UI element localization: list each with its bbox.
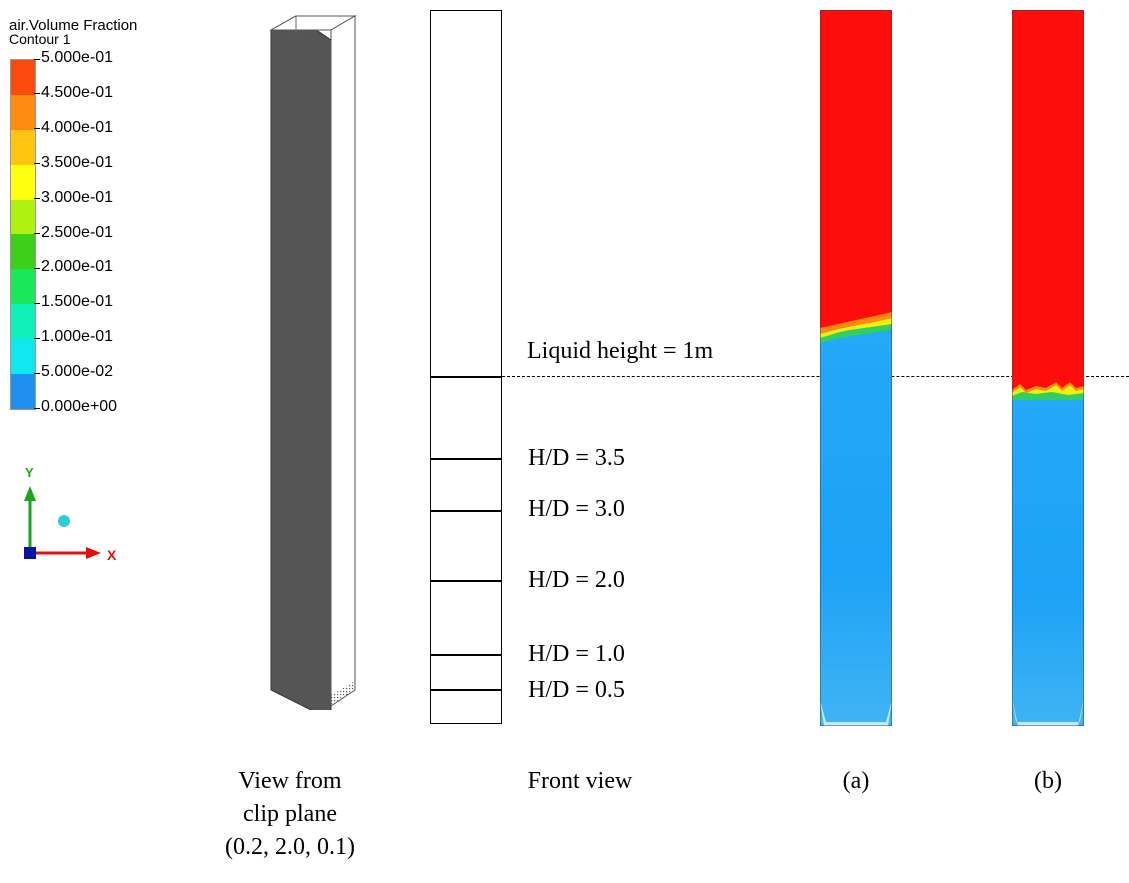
liquid-region (820, 328, 892, 726)
front-view-column (430, 10, 502, 724)
legend-tick-mark (34, 198, 40, 200)
column-right-face (330, 15, 356, 707)
legend-tick-label: 3.500e-01 (41, 153, 114, 171)
bottom-disturbance (820, 700, 892, 726)
legend-tick-mark (34, 58, 40, 60)
y-axis-label: Y (25, 465, 34, 480)
legend-title: air.Volume Fraction (9, 17, 138, 34)
level-line-3-0 (430, 510, 502, 512)
legend-color-band (11, 374, 35, 409)
origin-sphere (58, 515, 70, 527)
interface-green (1012, 392, 1084, 400)
legend-tick-mark (34, 302, 40, 304)
clip-plane-view (269, 15, 357, 710)
caption-clip-line1: View from (238, 768, 342, 794)
legend-tick-label: 5.000e-01 (41, 49, 114, 66)
legend-tick-mark (34, 267, 40, 269)
legend-tick-label: 1.500e-01 (41, 293, 114, 311)
caption-a: (a) (842, 768, 870, 794)
liquid-height-label: Liquid height = 1m (527, 338, 714, 364)
level-label-1-0: H/D = 1.0 (528, 641, 625, 667)
level-label-0-5: H/D = 0.5 (528, 677, 625, 703)
legend-tick-mark (34, 337, 40, 339)
liquid-height-dashed-line (502, 376, 1129, 377)
interface-yellow (820, 318, 892, 338)
level-label-2-0: H/D = 2.0 (528, 567, 625, 593)
legend-tick-mark (34, 372, 40, 374)
legend-color-band (11, 339, 35, 375)
x-axis-arrowhead (86, 547, 101, 559)
air-region (1012, 10, 1084, 395)
legend-tick-label: 5.000e-02 (41, 363, 114, 381)
interface-orange (820, 312, 892, 334)
level-line-1-0 (430, 654, 502, 656)
legend-color-band (11, 94, 35, 130)
air-region (820, 10, 892, 340)
level-label-3-0: H/D = 3.0 (528, 496, 625, 522)
column-base-mesh (331, 681, 355, 706)
liquid-height-solid-line (430, 376, 502, 378)
level-line-0-5 (430, 689, 502, 691)
liquid-region (1012, 394, 1084, 726)
legend-tick-label: 1.000e-01 (41, 328, 114, 346)
legend-tick-mark (34, 163, 40, 165)
y-axis-arrowhead (24, 486, 36, 501)
legend-color-band (11, 234, 35, 270)
legend-color-band (11, 269, 35, 305)
legend-color-band (11, 304, 35, 340)
legend-tick-label: 2.500e-01 (41, 223, 114, 241)
x-axis-label: X (107, 547, 117, 563)
caption-front-view: Front view (527, 768, 633, 794)
legend-tick-label: 2.000e-01 (41, 258, 114, 276)
bottom-disturbance (1012, 698, 1084, 726)
legend-tick-mark (34, 407, 40, 409)
legend-tick-mark (34, 128, 40, 130)
legend-color-band (11, 60, 35, 95)
axis-triad: Y X (24, 465, 117, 563)
legend-tick-label: 0.000e+00 (41, 398, 118, 415)
legend-colorbar (10, 59, 36, 410)
legend-color-band (11, 164, 35, 200)
z-axis-marker (24, 547, 36, 559)
legend-tick-label: 4.000e-01 (41, 118, 114, 136)
legend-tick-label: 4.500e-01 (41, 83, 114, 101)
legend-color-band (11, 129, 35, 165)
legend-tick-label: 3.000e-01 (41, 188, 114, 206)
column-dark-face (270, 15, 332, 710)
level-line-3-5 (430, 458, 502, 460)
caption-b: (b) (1034, 768, 1062, 794)
caption-clip-line3: (0.2, 2.0, 0.1) (225, 834, 355, 860)
caption-clip-plane: View from clip plane (0.2, 2.0, 0.1) (200, 765, 380, 864)
contour-b (1012, 10, 1084, 726)
level-line-2-0 (430, 580, 502, 582)
legend-tick-mark (34, 93, 40, 95)
legend-tick-mark (34, 233, 40, 234)
legend-subtitle: Contour 1 (9, 31, 71, 47)
legend-color-band (11, 199, 35, 235)
interface-green (820, 324, 892, 343)
level-label-3-5: H/D = 3.5 (528, 445, 625, 471)
contour-a (820, 10, 892, 726)
caption-clip-line2: clip plane (243, 801, 337, 827)
